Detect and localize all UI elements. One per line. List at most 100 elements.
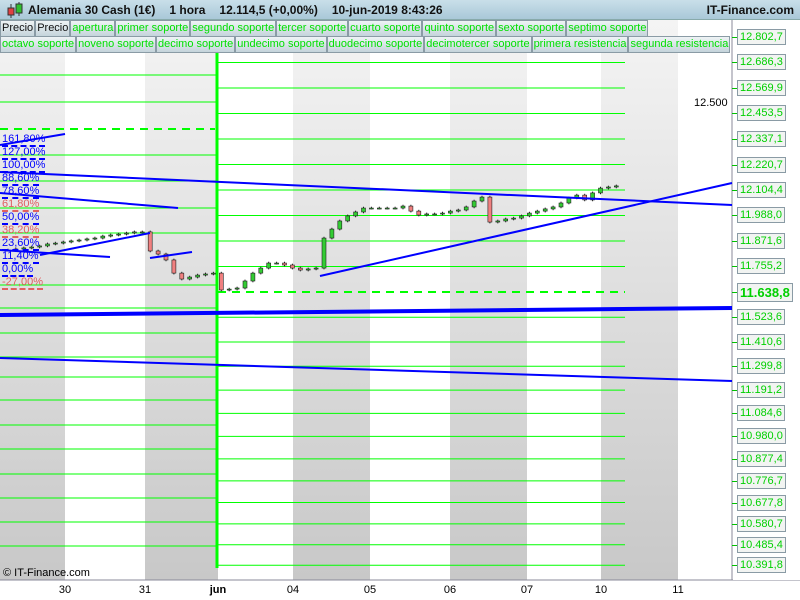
candle — [155, 250, 161, 255]
candle — [116, 233, 121, 236]
candle — [566, 197, 572, 204]
candle — [100, 235, 106, 239]
price-label: 11.299,8 — [737, 358, 786, 375]
day-band — [65, 20, 145, 580]
axis-tick — [732, 413, 737, 415]
axis-tick — [732, 189, 737, 191]
candle — [519, 215, 524, 219]
candle — [132, 231, 137, 234]
price-label: 10.776,7 — [737, 472, 786, 489]
day-band — [527, 20, 601, 580]
candle — [203, 273, 208, 276]
fibonacci-level-label: 50,00% — [2, 211, 40, 225]
date-label: 07 — [520, 584, 534, 596]
axis-tick — [732, 523, 737, 525]
date-label: jun — [209, 584, 227, 596]
trendline — [0, 306, 733, 317]
candle — [53, 242, 58, 245]
axis-tick — [732, 565, 737, 567]
candle — [76, 239, 82, 242]
day-band — [370, 20, 450, 580]
candle — [590, 192, 595, 201]
axis-tick — [732, 502, 737, 504]
axis-tick — [732, 390, 737, 392]
candle — [45, 243, 50, 247]
date-label: 04 — [286, 584, 300, 596]
indicator-button[interactable]: primer soporte — [115, 20, 191, 37]
indicator-button[interactable]: Precio — [0, 20, 36, 37]
candle — [266, 262, 272, 269]
candle — [92, 237, 98, 240]
indicator-button[interactable]: sexto soporte — [496, 20, 567, 37]
indicator-button[interactable]: primera resistencia — [531, 36, 629, 53]
candle — [376, 207, 382, 210]
candle — [424, 213, 430, 216]
date-label: 11 — [672, 584, 684, 596]
fibonacci-level-label: 88,60% — [2, 172, 40, 186]
candle — [392, 207, 398, 210]
indicator-button[interactable]: duodecimo soporte — [326, 36, 425, 53]
last-price: 12.114,5 (+0,00%) — [219, 2, 318, 17]
candle — [147, 231, 153, 252]
axis-tick — [732, 164, 737, 166]
price-label: 10.485,4 — [737, 536, 786, 553]
day-band — [601, 20, 678, 580]
candle — [479, 196, 485, 202]
candle — [558, 202, 564, 208]
candle — [195, 274, 200, 278]
candle — [353, 211, 358, 217]
indicator-button[interactable]: segunda resistencia — [628, 36, 731, 53]
axis-tick — [732, 87, 737, 89]
site-name: IT-Finance.com — [706, 3, 794, 17]
candle — [448, 210, 453, 214]
trendline — [39, 232, 151, 256]
indicator-button[interactable]: quinto soporte — [422, 20, 497, 37]
indicator-button[interactable]: apertura — [70, 20, 116, 37]
date-label: 10 — [594, 584, 608, 596]
candle — [329, 228, 335, 239]
axis-tick — [732, 240, 737, 242]
candle — [124, 232, 129, 235]
indicator-button[interactable]: segundo soporte — [190, 20, 277, 37]
trendline — [0, 133, 66, 146]
trendline — [0, 357, 733, 382]
candle — [187, 276, 192, 280]
axis-tick — [732, 36, 737, 38]
indicator-button[interactable]: noveno soporte — [76, 36, 156, 53]
fibonacci-level-label: 161,80% — [2, 133, 46, 147]
candle — [140, 231, 145, 234]
candle — [550, 206, 556, 210]
candle — [305, 268, 311, 271]
indicator-button[interactable]: Precio — [35, 20, 71, 37]
candle — [527, 212, 532, 217]
indicator-button[interactable]: decimo soporte — [156, 36, 236, 53]
candle — [108, 234, 113, 237]
candle — [337, 220, 343, 230]
axis-tick — [732, 138, 737, 140]
candle — [613, 185, 619, 188]
indicator-toolbar-2: octavo soporte noveno soporte decimo sopor… — [0, 36, 731, 53]
indicator-button[interactable]: tercer soporte — [276, 20, 349, 37]
candle — [250, 272, 256, 282]
indicator-button[interactable]: septimo soporte — [566, 20, 649, 37]
fibonacci-level-label: 38,20% — [2, 224, 40, 238]
candle — [313, 267, 319, 270]
price-label: 11.755,2 — [737, 258, 786, 275]
candle — [463, 206, 469, 211]
candle — [361, 207, 366, 213]
candle — [369, 207, 374, 210]
day-band — [145, 20, 218, 580]
indicator-button[interactable]: decimotercer soporte — [424, 36, 532, 53]
candle — [471, 200, 477, 208]
date-label: 31 — [138, 584, 152, 596]
indicator-button[interactable]: cuarto soporte — [348, 20, 423, 37]
indicator-button[interactable]: octavo soporte — [0, 36, 77, 53]
date-label: 05 — [363, 584, 377, 596]
price-label: 12.104,4 — [737, 181, 786, 198]
candle — [29, 246, 35, 249]
indicator-button[interactable]: undecimo soporte — [235, 36, 327, 53]
candle — [226, 288, 232, 291]
candle — [211, 272, 216, 275]
price-label: 10.877,4 — [737, 450, 786, 467]
